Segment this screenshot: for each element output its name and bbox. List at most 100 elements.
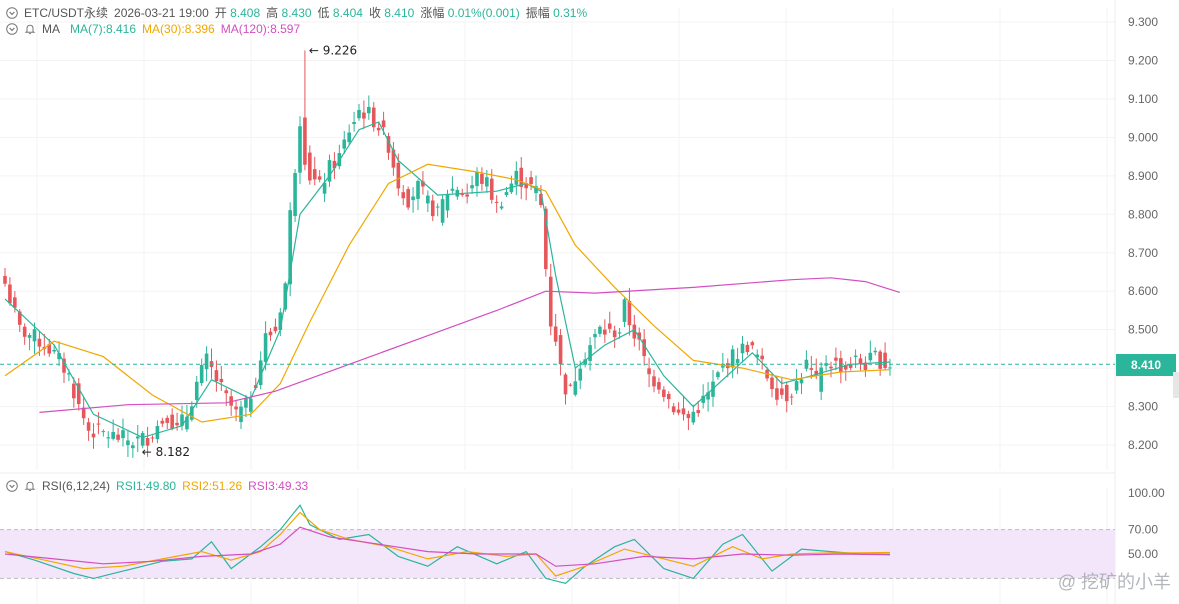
candle-body xyxy=(116,434,120,440)
candle-body xyxy=(180,414,184,426)
candle-body xyxy=(204,353,209,370)
candle-body xyxy=(239,406,243,423)
y-tick-label: 9.000 xyxy=(1128,130,1158,144)
candle-body xyxy=(199,364,204,384)
candle-body xyxy=(421,181,425,187)
candle-body xyxy=(834,357,838,361)
bell-icon[interactable] xyxy=(24,480,36,492)
y-tick-label: 8.600 xyxy=(1128,284,1158,298)
candle-body xyxy=(273,326,278,332)
open-label: 开 xyxy=(214,6,227,20)
candle-body xyxy=(445,194,450,211)
candle-body xyxy=(888,367,892,369)
candle-body xyxy=(573,381,578,395)
candle-body xyxy=(544,208,548,270)
candle-body xyxy=(819,367,823,392)
candle-body xyxy=(86,422,91,431)
candle-body xyxy=(170,414,174,429)
candle-body xyxy=(165,417,170,423)
candle-body xyxy=(27,335,32,338)
candle-body xyxy=(716,372,720,378)
candle-body xyxy=(244,398,248,408)
candle-body xyxy=(185,416,189,430)
candle-body xyxy=(588,345,592,361)
candle-body xyxy=(96,423,101,425)
candle-body xyxy=(873,350,878,353)
candle-body xyxy=(632,324,637,339)
candle-body xyxy=(548,276,553,327)
candle-body xyxy=(637,332,642,340)
high-value: 8.430 xyxy=(281,6,312,20)
candle-body xyxy=(430,200,435,217)
candle-body xyxy=(308,152,312,181)
candle-body xyxy=(784,384,789,402)
candle-body xyxy=(263,333,268,362)
candle-body xyxy=(848,364,853,368)
candle-body xyxy=(775,388,779,400)
rsi1-value: RSI1:49.80 xyxy=(116,479,177,493)
candle-body xyxy=(160,420,165,424)
rsi3-value: RSI3:49.33 xyxy=(248,479,309,493)
candle-body xyxy=(627,300,632,326)
candle-body xyxy=(794,381,799,391)
candle-body xyxy=(135,436,140,439)
candle-body xyxy=(352,121,356,125)
candle-body xyxy=(583,359,587,365)
amplitude-value: 0.31% xyxy=(553,6,588,20)
panel-toggle-handle[interactable] xyxy=(1173,372,1179,398)
candle-body xyxy=(878,351,882,369)
bell-icon[interactable] xyxy=(24,23,36,35)
candle-body xyxy=(376,127,381,131)
candle-body xyxy=(504,192,509,196)
candle-body xyxy=(760,355,764,360)
candle-body xyxy=(62,358,66,373)
candle-body xyxy=(868,352,873,361)
candle-body xyxy=(558,335,563,365)
candle-body xyxy=(426,195,430,204)
candle-body xyxy=(499,206,504,209)
change-label: 涨幅 xyxy=(420,6,445,20)
candle-body xyxy=(194,381,199,400)
candle-body xyxy=(681,408,686,415)
candle-body xyxy=(603,329,607,335)
candle-body xyxy=(809,368,814,370)
candle-body xyxy=(730,349,735,368)
candle-body xyxy=(3,276,7,284)
candle-body xyxy=(396,162,401,189)
candle-body xyxy=(317,176,322,180)
candle-body xyxy=(745,344,750,353)
candle-body xyxy=(47,344,52,354)
chevron-down-icon[interactable] xyxy=(6,23,18,35)
ma-legend: MA MA(7):8.416 MA(30):8.396 MA(120):8.59… xyxy=(6,22,300,36)
rsi2-value: RSI2:51.26 xyxy=(182,479,243,493)
candle-body xyxy=(411,196,415,201)
chevron-down-icon[interactable] xyxy=(6,480,18,492)
chevron-down-icon[interactable] xyxy=(6,6,18,19)
candle-body xyxy=(406,189,410,208)
candle-body xyxy=(150,437,155,439)
candle-body xyxy=(686,413,691,419)
ma30-value: MA(30):8.396 xyxy=(142,22,215,36)
candle-body xyxy=(347,132,351,143)
y-tick-label: 8.300 xyxy=(1128,400,1158,414)
candle-body xyxy=(607,323,612,329)
candle-body xyxy=(391,149,396,168)
y-tick-label: 9.300 xyxy=(1128,15,1158,29)
ma-title: MA xyxy=(42,22,60,36)
candle-body xyxy=(175,422,179,426)
candle-body xyxy=(657,382,661,390)
candle-body xyxy=(72,383,76,399)
candle-body xyxy=(662,389,666,397)
candle-body xyxy=(106,437,111,439)
candle-body xyxy=(789,396,794,398)
candle-body xyxy=(76,383,81,405)
candle-body xyxy=(234,406,238,410)
candle-body xyxy=(258,360,263,386)
candle-body xyxy=(121,430,125,439)
candle-body xyxy=(740,343,745,354)
rsi-title: RSI(6,12,24) xyxy=(42,479,111,493)
candle-body xyxy=(52,349,56,352)
candle-body xyxy=(131,445,135,449)
rsi-band xyxy=(0,529,1115,579)
